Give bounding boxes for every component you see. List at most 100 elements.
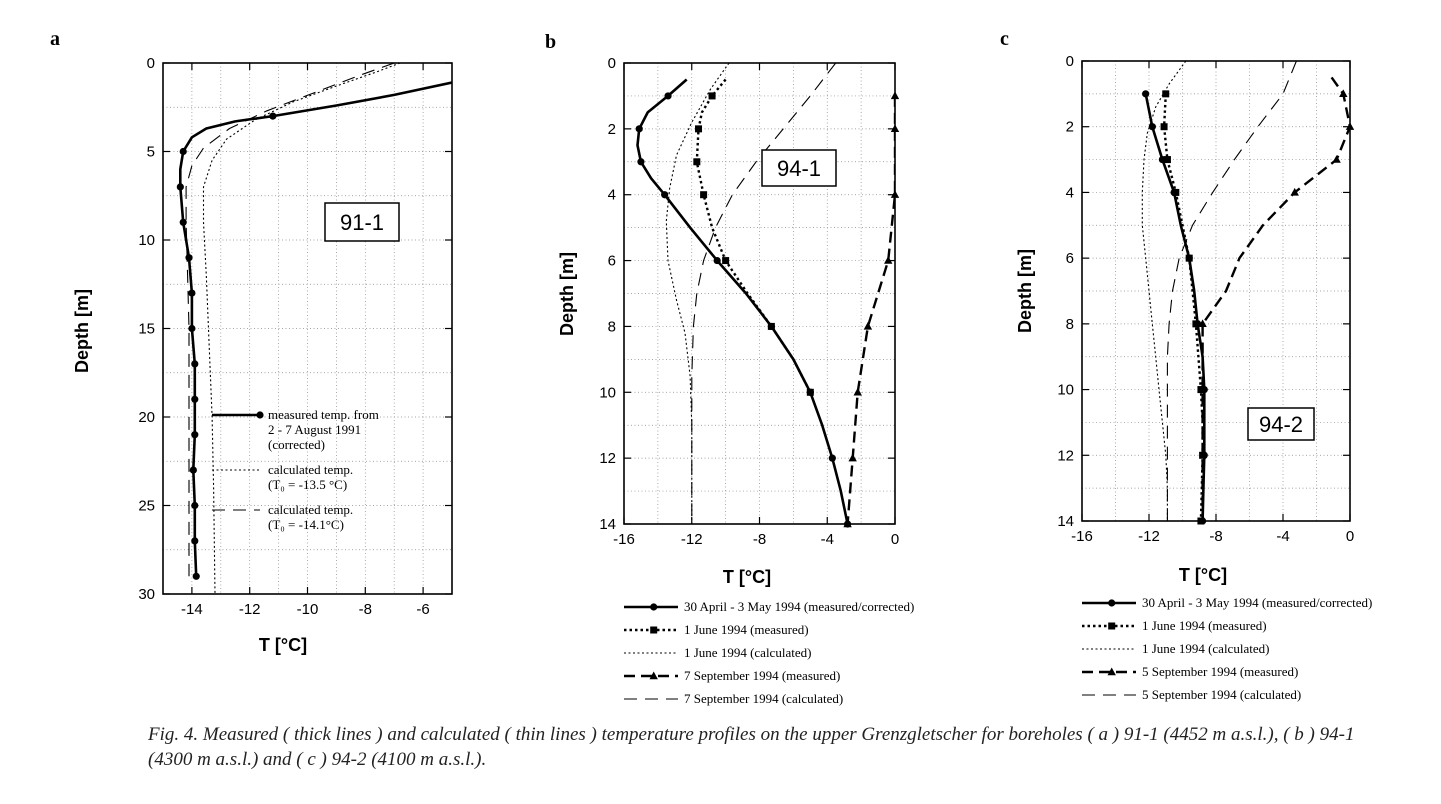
x-tick-label: -12	[239, 601, 261, 618]
y-tick-label: 2	[1066, 119, 1074, 136]
data-point-square	[767, 322, 775, 330]
data-point-square	[1197, 386, 1205, 394]
y-axis-label: Depth [m]	[557, 252, 577, 336]
y-tick-label: 2	[608, 121, 616, 138]
y-tick-label: 0	[147, 55, 155, 72]
legend-label: calculated temp.	[268, 502, 353, 517]
data-point-circle	[637, 158, 645, 166]
series-line-3	[1141, 61, 1187, 521]
data-point-circle	[192, 572, 200, 580]
series-line-1	[1144, 93, 1206, 521]
y-tick-label: 30	[138, 586, 155, 603]
legend-marker	[649, 671, 658, 680]
data-point-square	[1185, 254, 1193, 262]
legend-label: 30 April - 3 May 1994 (measured/correcte…	[684, 599, 914, 614]
panel-c: -16 -12 -8 -4 0 0 2 4 6 8 10 12 14 T [°C] Depth [m] c 94…	[1000, 28, 1372, 702]
data-point-circle	[713, 256, 721, 265]
data-point-circle	[664, 92, 672, 100]
data-point-square	[1163, 156, 1171, 164]
legend-label: (corrected)	[268, 437, 325, 452]
data-point-triangle	[890, 124, 900, 133]
y-tick-label: 6	[608, 253, 616, 270]
legend: 30 April - 3 May 1994 (measured/correcte…	[624, 599, 914, 706]
borehole-label: 94-2	[1259, 412, 1303, 437]
panel-letter: c	[1000, 28, 1009, 50]
x-axis-label: T [°C]	[259, 635, 307, 655]
x-axis-label: T [°C]	[723, 567, 771, 587]
legend-marker	[650, 626, 658, 634]
legend-label: 2 - 7 August 1991	[268, 422, 361, 437]
legend-label: measured temp. from	[268, 407, 379, 422]
data-point-square	[722, 257, 730, 265]
data-point-square	[806, 388, 814, 396]
data-point-circle	[188, 324, 196, 333]
y-tick-label: 12	[599, 450, 616, 467]
y-tick-label: 10	[1057, 382, 1074, 399]
x-tick-label: -8	[1209, 528, 1222, 545]
data-point-triangle	[1290, 187, 1299, 196]
data-point-circle	[191, 501, 199, 510]
y-tick-label: 25	[138, 498, 155, 515]
y-tick-label: 15	[138, 321, 155, 338]
data-point-circle	[635, 125, 643, 133]
y-tick-label: 20	[138, 409, 155, 426]
legend-label: calculated temp.	[268, 462, 353, 477]
x-tick-label: -16	[613, 531, 635, 548]
panel-b: -16 -12 -8 -4 0 0 2 4 6 8 10 12 14 T [°C] Depth [m] b 94…	[545, 31, 914, 706]
data-point-square	[1172, 188, 1180, 196]
series-line-4	[1201, 76, 1350, 521]
figure-caption: Fig. 4. Measured ( thick lines ) and cal…	[148, 724, 1355, 770]
data-point-circle	[188, 289, 196, 297]
legend-label: 1 June 1994 (calculated)	[684, 645, 811, 660]
data-point-circle	[191, 431, 199, 439]
data-point-circle	[828, 454, 836, 462]
data-point-square	[695, 125, 703, 133]
data-point-circle	[661, 191, 669, 199]
data-point-square	[1160, 123, 1168, 131]
data-point-circle	[191, 537, 199, 545]
borehole-label-box: 94-1	[761, 149, 837, 187]
data-point-circle	[269, 112, 277, 120]
borehole-label: 91-1	[340, 210, 384, 235]
legend-marker	[1108, 622, 1116, 630]
x-tick-label: -6	[416, 601, 429, 618]
series-line-5	[691, 63, 837, 524]
series-line-5	[1166, 61, 1297, 521]
data-point-triangle	[853, 387, 862, 396]
panel-letter: b	[545, 31, 556, 53]
legend-label: 1 June 1994 (calculated)	[1142, 641, 1269, 656]
data-point-square	[708, 92, 716, 100]
legend-label: 7 September 1994 (calculated)	[684, 691, 843, 706]
y-tick-label: 10	[599, 384, 616, 401]
panel-a: -14 -12 -10 -8 -6 0 5 10 15 20 25 30 T [°C] Depth [m]…	[50, 28, 453, 655]
data-point-triangle	[1345, 122, 1355, 130]
data-point-circle	[191, 395, 199, 403]
series-line-2	[1162, 93, 1204, 521]
y-tick-label: 12	[1057, 447, 1074, 464]
legend-marker	[256, 411, 264, 419]
y-tick-label: 0	[608, 55, 616, 72]
legend-label: 5 September 1994 (calculated)	[1142, 687, 1301, 702]
x-tick-label: -8	[359, 601, 372, 618]
data-point-triangle	[1198, 319, 1207, 328]
data-point-circle	[179, 147, 187, 156]
borehole-label: 94-1	[777, 156, 821, 181]
x-tick-label: -12	[681, 531, 703, 548]
y-tick-label: 0	[1066, 53, 1074, 70]
legend-marker	[1108, 599, 1116, 607]
series-line-1	[636, 78, 849, 524]
legend-label: 1 June 1994 (measured)	[1142, 618, 1267, 633]
legend-label: 5 September 1994 (measured)	[1142, 664, 1298, 679]
data-point-triangle	[863, 321, 873, 330]
data-point-circle	[185, 254, 193, 262]
borehole-label-box: 91-1	[324, 202, 400, 242]
legend-label: 7 September 1994 (measured)	[684, 668, 840, 683]
y-tick-label: 14	[599, 516, 616, 533]
y-tick-label: 5	[147, 144, 155, 161]
legend: 30 April - 3 May 1994 (measured/correcte…	[1082, 595, 1372, 702]
panel-letter: a	[50, 28, 60, 50]
y-axis-label: Depth [m]	[72, 289, 92, 373]
y-tick-label: 4	[608, 187, 616, 204]
data-point-triangle	[843, 519, 852, 528]
